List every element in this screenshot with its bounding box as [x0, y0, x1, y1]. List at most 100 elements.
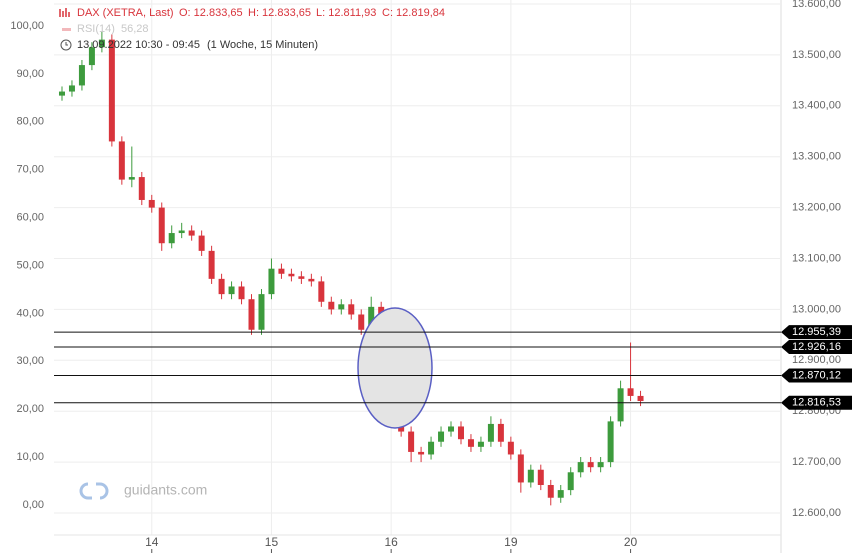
candle-body: [607, 421, 614, 463]
y-tick-label: 12.700,00: [792, 456, 841, 468]
candle-body: [368, 306, 375, 330]
x-tick-label: 19: [504, 535, 518, 549]
y-tick-label: 13.200,00: [792, 202, 841, 214]
candle-body: [178, 230, 185, 234]
candle-body: [457, 426, 464, 440]
clock-icon: [60, 39, 72, 51]
y-tick-label: 13.000,00: [792, 303, 841, 315]
candle-body: [298, 276, 305, 279]
y2-tick-label: 50,00: [16, 259, 44, 271]
candle-body: [637, 395, 644, 402]
y2-tick-label: 70,00: [16, 164, 44, 176]
y2-tick-label: 0,00: [23, 499, 44, 511]
candle-body: [188, 230, 195, 236]
legend-period: (1 Woche, 15 Minuten): [207, 39, 318, 51]
candle-body: [418, 451, 425, 455]
price-tag-label: 12.870,12: [792, 369, 841, 381]
candle-body: [438, 431, 445, 442]
candle-body: [627, 388, 634, 396]
candle-body: [58, 91, 65, 96]
y2-tick-label: 10,00: [16, 451, 44, 463]
candle-body: [118, 141, 125, 180]
candle-body: [158, 207, 165, 244]
y-tick-label: 13.300,00: [792, 151, 841, 163]
candle-body: [258, 294, 265, 330]
legend-icon: [62, 28, 71, 31]
candle-body: [238, 286, 245, 300]
highlight-ellipse: [357, 307, 433, 429]
candle-body: [338, 304, 345, 310]
x-tick-label: 20: [624, 535, 638, 549]
legend-close: C: 12.819,84: [382, 7, 445, 19]
candle-body: [527, 469, 534, 483]
indicator-name: RSI(14): [77, 23, 115, 35]
x-tick-label: 15: [265, 535, 279, 549]
candle-body: [517, 454, 524, 483]
legend-icon: [59, 8, 70, 17]
candle-body: [308, 278, 315, 282]
legend-title: DAX (XETRA, Last): [77, 7, 174, 19]
candle-body: [108, 39, 115, 142]
candle-body: [467, 439, 474, 447]
y-tick-label: 13.600,00: [792, 0, 841, 10]
candle-body: [587, 462, 594, 468]
candle-body: [557, 490, 564, 498]
candle-body: [168, 233, 175, 244]
candle-body: [428, 441, 435, 455]
price-tag: [781, 325, 852, 340]
y-tick-label: 12.900,00: [792, 354, 841, 366]
x-tick-label: 16: [384, 535, 398, 549]
candle-body: [487, 423, 494, 442]
candle-body: [597, 462, 604, 468]
candle-body: [547, 485, 554, 498]
y2-tick-label: 20,00: [16, 403, 44, 415]
candle-body: [408, 431, 415, 452]
candle-body: [318, 281, 325, 302]
legend-date: 13.09.2022 10:30 - 09:45: [77, 39, 200, 51]
candle-body: [617, 388, 624, 422]
candle-body: [228, 286, 235, 295]
candle-body: [98, 39, 105, 48]
candle-body: [537, 469, 544, 486]
legend-high: H: 12.833,65: [248, 7, 311, 19]
indicator-value: 56,28: [121, 23, 149, 35]
y2-tick-label: 60,00: [16, 212, 44, 224]
price-tag: [781, 339, 852, 354]
candle-body: [507, 441, 514, 455]
candle-body: [348, 304, 355, 315]
logo: [79, 482, 109, 500]
price-tag-label: 12.816,53: [792, 397, 841, 409]
candle-body: [138, 177, 145, 200]
legend-low: L: 12.811,93: [316, 7, 376, 19]
candle-body: [148, 199, 155, 208]
y2-tick-label: 90,00: [16, 68, 44, 80]
legend-open: O: 12.833,65: [179, 7, 243, 19]
candle-body: [68, 85, 75, 92]
y2-tick-label: 80,00: [16, 116, 44, 128]
candle-body: [328, 301, 335, 310]
candle-body: [218, 278, 225, 295]
candle-body: [577, 462, 584, 473]
price-tag: [781, 368, 852, 383]
price-tag-label: 12.955,39: [792, 326, 841, 338]
candle-body: [448, 426, 455, 432]
candle-body: [288, 273, 295, 277]
candle-body: [358, 314, 365, 330]
candle-body: [278, 268, 285, 274]
price-tag: [781, 395, 852, 410]
candle-body: [248, 299, 255, 330]
x-tick-label: 14: [145, 535, 159, 549]
candle-body: [128, 177, 135, 180]
candle-body: [78, 65, 85, 86]
candle-body: [208, 250, 215, 279]
clock-icon: [65, 42, 68, 46]
candle-body: [268, 268, 275, 295]
candle-body: [198, 235, 205, 251]
watermark-text: guidants.com: [124, 482, 207, 498]
y-tick-label: 13.500,00: [792, 49, 841, 61]
y-tick-label: 12.600,00: [792, 507, 841, 519]
watermark: guidants.com: [79, 482, 207, 500]
y-tick-label: 13.400,00: [792, 100, 841, 112]
candle-body: [497, 423, 504, 442]
